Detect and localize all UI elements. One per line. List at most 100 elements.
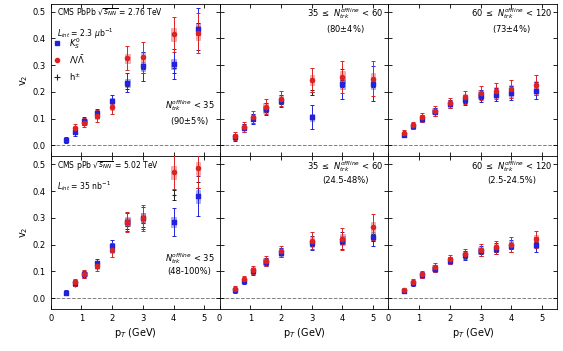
FancyBboxPatch shape	[310, 239, 314, 247]
FancyBboxPatch shape	[196, 190, 200, 203]
Point	[338, 238, 347, 243]
FancyBboxPatch shape	[432, 110, 437, 114]
FancyBboxPatch shape	[233, 287, 237, 290]
FancyBboxPatch shape	[126, 79, 129, 87]
Text: $L_{int}$ = 2.3 $\mu$b$^{-1}$: $L_{int}$ = 2.3 $\mu$b$^{-1}$	[57, 26, 114, 41]
FancyBboxPatch shape	[411, 282, 415, 285]
Point	[507, 91, 516, 96]
Point	[461, 97, 470, 103]
Point	[399, 287, 408, 293]
FancyBboxPatch shape	[432, 266, 437, 271]
Point	[80, 273, 89, 278]
FancyBboxPatch shape	[448, 101, 452, 107]
FancyBboxPatch shape	[251, 269, 256, 274]
FancyBboxPatch shape	[534, 235, 538, 243]
Point	[108, 104, 117, 110]
Point	[123, 83, 132, 89]
FancyBboxPatch shape	[196, 161, 200, 175]
FancyBboxPatch shape	[141, 213, 145, 223]
Text: $N_{trk}^{offline}$ < 35
(90$\pm$5%): $N_{trk}^{offline}$ < 35 (90$\pm$5%)	[165, 98, 215, 127]
Point	[276, 96, 285, 101]
Point	[418, 271, 427, 277]
Point	[531, 237, 540, 242]
Point	[240, 126, 249, 131]
Point	[399, 132, 408, 138]
FancyBboxPatch shape	[371, 73, 376, 84]
Point	[71, 281, 80, 286]
Point	[461, 94, 470, 100]
FancyBboxPatch shape	[95, 263, 99, 269]
Point	[249, 117, 258, 122]
Point	[307, 240, 316, 246]
Point	[261, 259, 270, 265]
Point	[418, 273, 427, 279]
Point	[71, 129, 80, 134]
Point	[138, 54, 148, 60]
Point	[138, 215, 148, 221]
FancyBboxPatch shape	[196, 26, 200, 40]
Point	[445, 258, 454, 264]
Point	[476, 93, 485, 99]
FancyBboxPatch shape	[509, 243, 513, 250]
Text: 35 $\leq$ $N_{trk}^{offline}$ < 60
(80$\pm$4%): 35 $\leq$ $N_{trk}^{offline}$ < 60 (80$\…	[307, 7, 383, 35]
Point	[230, 135, 239, 140]
Point	[92, 263, 101, 269]
FancyBboxPatch shape	[479, 90, 482, 97]
Point	[138, 215, 148, 221]
FancyBboxPatch shape	[420, 117, 425, 121]
Point	[194, 193, 203, 199]
Point	[71, 125, 80, 131]
Point	[445, 100, 454, 105]
Point	[399, 132, 408, 138]
Text: h$^{\pm}$: h$^{\pm}$	[69, 71, 81, 82]
Point	[249, 269, 258, 274]
Point	[169, 219, 178, 225]
FancyBboxPatch shape	[171, 217, 176, 227]
FancyBboxPatch shape	[534, 241, 538, 249]
Point	[240, 278, 249, 284]
FancyBboxPatch shape	[73, 280, 77, 284]
Point	[123, 223, 132, 229]
Point	[491, 91, 501, 97]
FancyBboxPatch shape	[479, 93, 482, 99]
Point	[194, 165, 203, 171]
Point	[418, 273, 427, 278]
Point	[276, 99, 285, 105]
Point	[430, 266, 439, 272]
Point	[430, 108, 439, 113]
Point	[169, 61, 178, 67]
Point	[108, 99, 117, 104]
FancyBboxPatch shape	[340, 79, 345, 89]
Point	[507, 242, 516, 247]
FancyBboxPatch shape	[494, 245, 498, 252]
Point	[240, 125, 249, 131]
Point	[80, 121, 89, 126]
FancyBboxPatch shape	[82, 119, 87, 124]
FancyBboxPatch shape	[448, 258, 452, 263]
Point	[507, 86, 516, 92]
FancyBboxPatch shape	[494, 91, 498, 98]
Text: CMS PbPb $\sqrt{s_{NN}}$ = 2.76 TeV: CMS PbPb $\sqrt{s_{NN}}$ = 2.76 TeV	[57, 7, 163, 18]
Point	[445, 257, 454, 262]
Point	[531, 240, 540, 245]
FancyBboxPatch shape	[82, 272, 87, 277]
FancyBboxPatch shape	[141, 52, 145, 62]
FancyBboxPatch shape	[432, 108, 437, 113]
FancyBboxPatch shape	[242, 126, 246, 130]
Point	[261, 107, 270, 113]
Point	[307, 241, 316, 247]
FancyBboxPatch shape	[251, 114, 256, 120]
Point	[194, 30, 203, 36]
Point	[138, 66, 148, 72]
FancyBboxPatch shape	[126, 54, 129, 63]
Y-axis label: v$_{2}$: v$_{2}$	[18, 227, 30, 238]
Point	[369, 81, 378, 87]
FancyBboxPatch shape	[110, 103, 114, 110]
X-axis label: p$_{T}$ (GeV): p$_{T}$ (GeV)	[283, 325, 325, 339]
Point	[123, 219, 132, 225]
Point	[476, 249, 485, 254]
Point	[369, 76, 378, 81]
Point	[71, 129, 80, 135]
Point	[230, 287, 239, 293]
FancyBboxPatch shape	[479, 249, 482, 254]
